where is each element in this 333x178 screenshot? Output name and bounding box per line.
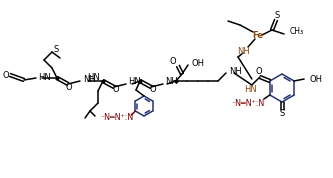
Text: HN: HN [87,74,99,82]
Text: O: O [255,67,262,77]
Text: CH₃: CH₃ [290,27,304,36]
Text: HN: HN [38,74,51,82]
Text: OH: OH [192,59,205,67]
Text: NH: NH [83,75,96,85]
Text: NH: NH [238,46,250,56]
Text: OH: OH [309,75,322,83]
Text: NH: NH [229,67,242,75]
Text: S: S [274,12,280,20]
Text: HN: HN [244,85,257,93]
Text: O: O [66,83,72,93]
Text: Fe: Fe [252,30,263,40]
Text: ⁻N═N⁺:N: ⁻N═N⁺:N [231,98,264,108]
Text: O: O [113,85,119,95]
Text: S: S [54,46,59,54]
Text: S: S [279,109,285,119]
Text: O: O [2,70,9,80]
Text: O: O [169,57,176,67]
Text: ⁻N═N⁺:N: ⁻N═N⁺:N [100,112,133,122]
Text: O: O [150,85,156,95]
Text: HN: HN [128,77,141,85]
Text: NH: NH [165,77,178,85]
